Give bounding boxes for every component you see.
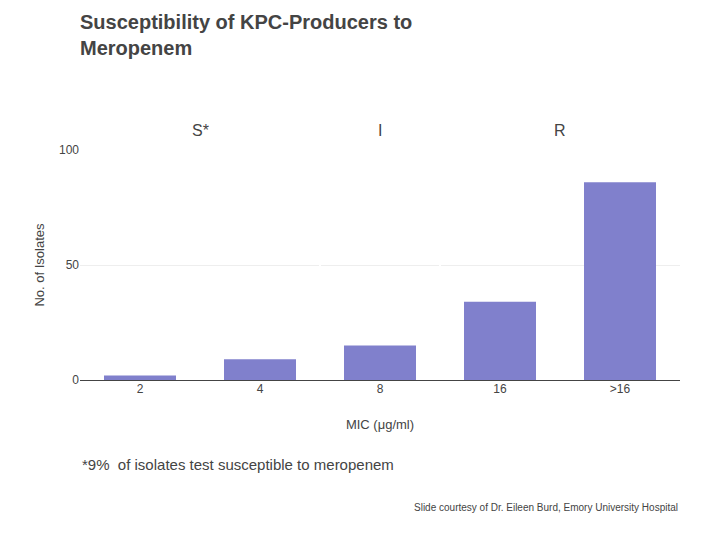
- svg-text:Slide courtesy of Dr. Eileen B: Slide courtesy of Dr. Eileen Burd, Emory…: [414, 502, 678, 513]
- svg-text:>16: >16: [610, 382, 631, 396]
- svg-text:MIC (μg/ml): MIC (μg/ml): [346, 417, 414, 432]
- svg-text:*9% of isolates test suscepti: *9% of isolates test susceptible to mero…: [82, 456, 394, 473]
- svg-text:I: I: [378, 122, 382, 139]
- svg-text:50: 50: [66, 258, 80, 272]
- svg-text:16: 16: [493, 382, 507, 396]
- svg-text:S*: S*: [192, 122, 209, 139]
- svg-text:No. of Isolates: No. of Isolates: [32, 223, 47, 307]
- svg-text:4: 4: [257, 382, 264, 396]
- svg-text:R: R: [554, 122, 566, 139]
- svg-text:2: 2: [137, 382, 144, 396]
- svg-text:0: 0: [72, 373, 79, 387]
- svg-text:8: 8: [377, 382, 384, 396]
- svg-text:Susceptibility of KPC-Producer: Susceptibility of KPC-Producers toMerope…: [80, 11, 412, 59]
- svg-text:100: 100: [59, 143, 79, 157]
